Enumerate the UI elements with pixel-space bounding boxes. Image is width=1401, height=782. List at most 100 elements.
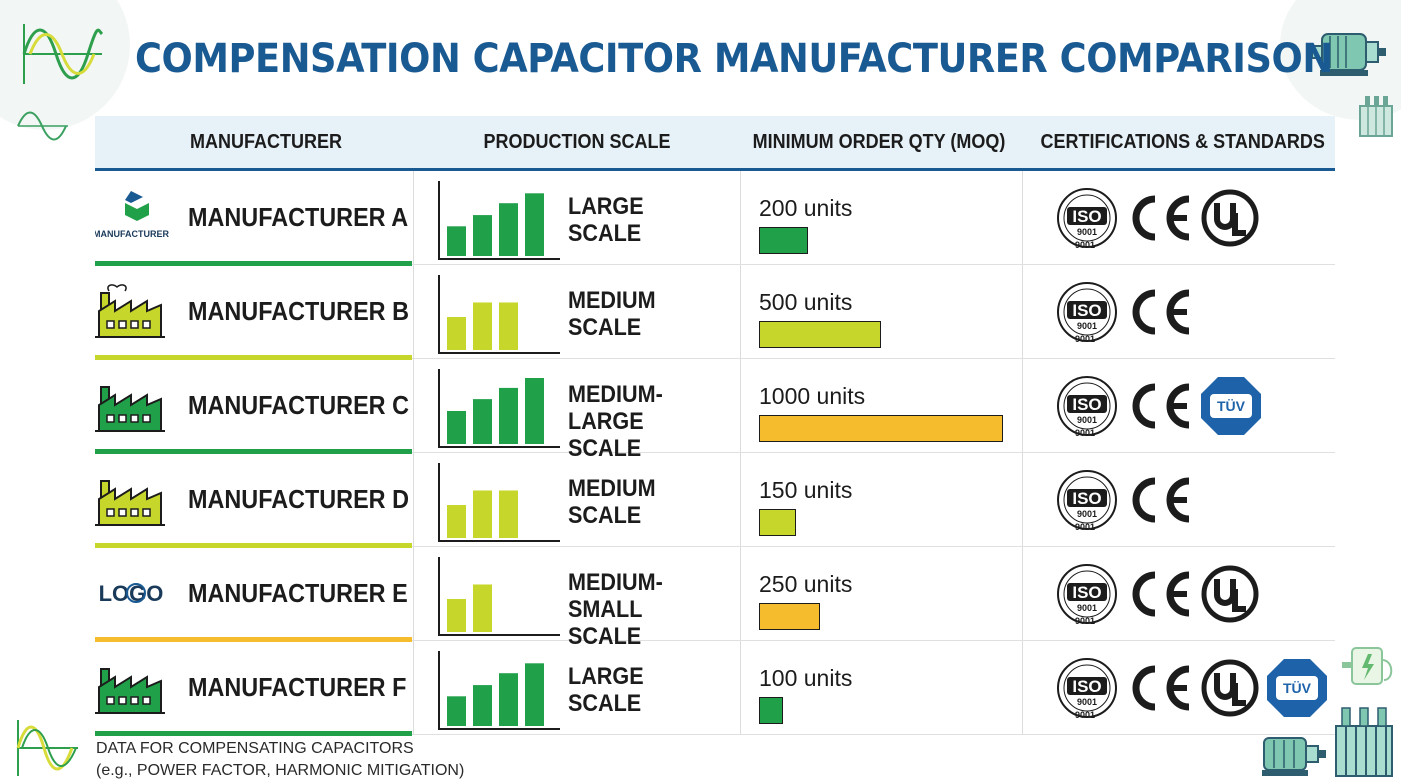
iso-inner-ring xyxy=(1063,476,1111,524)
scale-bar xyxy=(525,663,544,726)
moq-bar xyxy=(759,415,1003,442)
header-certifications: CERTIFICATIONS & STANDARDS xyxy=(1040,131,1325,153)
manufacturer-name: MANUFACTURER A xyxy=(188,202,409,232)
iso-band xyxy=(1067,489,1107,507)
factory-body xyxy=(98,675,162,714)
scale-bar xyxy=(473,302,492,350)
iso-number: 9001 xyxy=(1077,697,1097,707)
ul-mark-icon xyxy=(1201,565,1259,623)
factory-window xyxy=(106,414,115,423)
scale-label-line: SCALE xyxy=(568,623,642,650)
iso-band xyxy=(1067,677,1107,695)
sine-wave-icon xyxy=(22,24,104,84)
chart-axis xyxy=(438,651,560,730)
scale-label-line: SCALE xyxy=(568,502,642,529)
certifications: ISO 9001 9001 xyxy=(1055,279,1335,345)
manufacturer-name: MANUFACTURER E xyxy=(188,578,408,608)
scale-bar xyxy=(499,673,518,726)
column-divider xyxy=(413,171,414,264)
ce-letter-e xyxy=(1166,383,1190,429)
factory-icon xyxy=(95,480,165,526)
scale-bar xyxy=(473,215,492,256)
scale-bar xyxy=(447,411,466,444)
production-scale-label: MEDIUM SCALE xyxy=(568,287,726,341)
iso-number: 9001 xyxy=(1075,428,1095,438)
header-moq: MINIMUM ORDER QTY (MOQ) xyxy=(752,131,1006,153)
scale-label-line: SCALE xyxy=(568,690,642,717)
ce-letter-c xyxy=(1132,195,1156,241)
manufacturer-logo: MANUFACTURER xyxy=(95,191,169,239)
scale-bar xyxy=(525,193,544,256)
iso-number: 9001 xyxy=(1077,227,1097,237)
production-scale-label: MEDIUM-LARGE SCALE xyxy=(568,381,726,462)
ul-letter-l xyxy=(1232,213,1246,236)
column-divider xyxy=(740,641,741,734)
ce-letter-e xyxy=(1166,477,1190,523)
chart-axis xyxy=(438,557,560,636)
scale-bar xyxy=(499,387,518,444)
table-row: MANUFACTURER D MEDIUM SCALE 150 units ISO 900… xyxy=(95,453,1335,548)
row-accent-line xyxy=(95,543,412,548)
scale-bar xyxy=(447,696,466,726)
scale-label-line: LARGE xyxy=(568,663,644,690)
row-accent-line xyxy=(95,355,412,360)
factory-icon xyxy=(95,284,165,338)
column-divider xyxy=(413,547,414,640)
ce-letter-c xyxy=(1132,571,1156,617)
iso-number: 9001 xyxy=(1075,240,1095,250)
scale-bar xyxy=(447,505,466,538)
column-divider xyxy=(413,359,414,452)
iso-label: ISO xyxy=(1072,583,1101,602)
iso-label: ISO xyxy=(1072,207,1101,226)
table-row: MANUFACTURER F LARGE SCALE 100 units ISO 9001… xyxy=(95,641,1335,736)
factory-window xyxy=(142,696,151,705)
ce-mark-icon xyxy=(1132,571,1190,617)
factory-window xyxy=(130,414,139,423)
table-row: MANUFACTURER B MEDIUM SCALE 500 units ISO 900… xyxy=(95,265,1335,360)
ce-letter-e xyxy=(1166,195,1190,241)
ce-letter-c xyxy=(1132,289,1156,335)
moq-value: 250 units xyxy=(759,571,853,597)
ev-charger-icon xyxy=(1342,647,1393,685)
iso-number: 9001 xyxy=(1075,334,1095,344)
header-manufacturer: MANUFACTURER xyxy=(189,131,342,153)
scale-bar xyxy=(499,203,518,256)
moq-value: 200 units xyxy=(759,195,853,221)
manufacturer-name: MANUFACTURER C xyxy=(188,390,409,420)
scale-bar xyxy=(525,378,544,444)
iso-inner-ring xyxy=(1063,664,1111,712)
iso-inner-ring xyxy=(1063,288,1111,336)
column-divider xyxy=(740,265,741,358)
row-accent-line xyxy=(95,261,412,266)
chart-axis xyxy=(438,275,560,354)
iso-label: ISO xyxy=(1072,395,1101,414)
factory-window xyxy=(142,414,151,423)
factory-window xyxy=(130,320,139,329)
scale-label-line: MEDIUM-SMALL xyxy=(568,569,663,623)
column-divider xyxy=(740,171,741,264)
moq-bar xyxy=(759,603,820,630)
production-scale-chart xyxy=(438,275,560,354)
production-scale-label: MEDIUM-SMALL SCALE xyxy=(568,569,726,650)
ce-letter-e xyxy=(1166,571,1190,617)
iso-label: ISO xyxy=(1072,301,1101,320)
scale-bar xyxy=(447,599,466,632)
logo-wordmark: LOGO xyxy=(99,581,164,606)
manufacturer-name: MANUFACTURER F xyxy=(188,672,407,702)
factory-window xyxy=(118,696,127,705)
scale-bar xyxy=(447,317,466,350)
logo-mark-top xyxy=(125,191,143,203)
scale-bar xyxy=(499,490,518,538)
factory-icon xyxy=(95,668,165,714)
tuv-mark-icon: TÜV xyxy=(1201,377,1261,435)
column-divider xyxy=(1022,453,1023,546)
production-scale-label: LARGE SCALE xyxy=(568,193,726,247)
tuv-label-box xyxy=(1210,394,1252,418)
factory-window xyxy=(106,320,115,329)
tuv-mark-icon: TÜV xyxy=(1267,659,1327,717)
moq-bar xyxy=(759,697,784,724)
factory-window xyxy=(130,508,139,517)
